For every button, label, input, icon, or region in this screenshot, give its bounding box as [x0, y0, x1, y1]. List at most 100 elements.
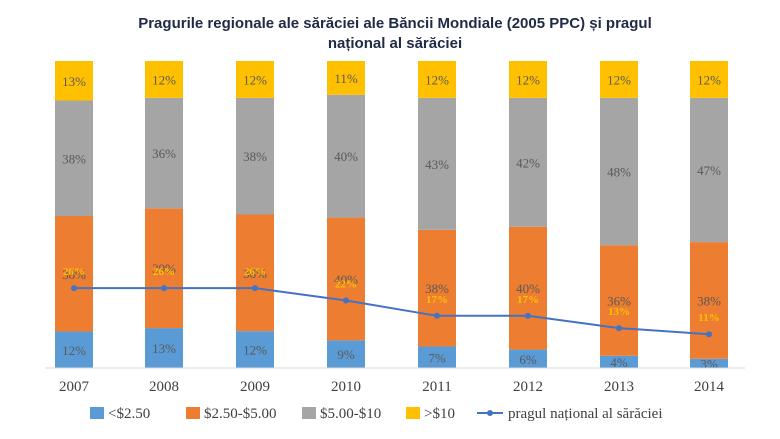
- bar-data-label: 43%: [425, 157, 449, 172]
- bar-segment: [600, 245, 638, 356]
- bar-segment: [509, 226, 547, 350]
- bar-data-label: 40%: [516, 281, 540, 296]
- bar-segment: [690, 242, 728, 359]
- bar-segment: [55, 216, 93, 332]
- legend-label: <$2.50: [108, 406, 150, 422]
- bar-data-label: 13%: [152, 341, 176, 356]
- bar-data-label: 12%: [243, 72, 267, 87]
- bar-segment: [55, 331, 93, 368]
- poverty-line-label: 26%: [153, 266, 175, 278]
- bar-segment: [509, 349, 547, 368]
- bar-data-label: 39%: [152, 261, 176, 276]
- poverty-line-point: [525, 312, 531, 319]
- bar-data-label: 11%: [334, 71, 358, 86]
- bar-data-label: 40%: [334, 149, 358, 164]
- legend-swatch: [406, 407, 420, 419]
- poverty-line-path: [74, 287, 710, 336]
- legend-label: $2.50-$5.00: [204, 406, 277, 422]
- bar-segment: [418, 97, 456, 230]
- bar-data-label: 12%: [607, 72, 631, 87]
- bar-data-label: 12%: [697, 72, 721, 87]
- bar-data-label: 38%: [62, 267, 86, 282]
- bar-data-label: 4%: [610, 355, 628, 370]
- poverty-line-point: [706, 331, 712, 338]
- bar-data-label: 12%: [425, 72, 449, 87]
- poverty-line-point: [616, 325, 622, 332]
- poverty-line-label: 13%: [608, 306, 630, 318]
- x-axis-ticks: 2007 2008 2009 2010 2011 2012 2013 2014: [59, 379, 725, 395]
- legend-swatch: [302, 407, 316, 419]
- x-tick-label: 2007: [59, 379, 90, 395]
- bar-data-label: 38%: [243, 149, 267, 164]
- bar-data-label: 38%: [62, 151, 86, 166]
- x-tick-label: 2008: [149, 379, 179, 395]
- legend: <$2.50 $2.50-$5.00 $5.00-$10 >$10 pragul naț…: [90, 406, 663, 422]
- x-tick-label: 2010: [331, 379, 361, 395]
- bar-segment: [418, 346, 456, 368]
- poverty-line-label: 11%: [698, 312, 719, 324]
- bar-segment: [145, 328, 183, 368]
- bar-data-label: 12%: [62, 343, 86, 358]
- chart-title-line-1: Pragurile regionale ale sărăciei ale Băn…: [138, 15, 652, 32]
- bar-segment: [327, 61, 365, 95]
- chart-title-line-2: național al sărăciei: [328, 35, 462, 52]
- bar-segment: [236, 214, 274, 332]
- bar-data-label: 9%: [337, 347, 355, 362]
- bar-segment: [55, 61, 93, 101]
- x-tick-label: 2014: [694, 379, 725, 395]
- bar-segment: [418, 61, 456, 98]
- poverty-line-label: 26%: [244, 266, 266, 278]
- bar-segment: [600, 61, 638, 98]
- bar-data-label: 13%: [62, 74, 86, 89]
- bar-segment: [145, 97, 183, 209]
- bar-segment: [327, 217, 365, 341]
- x-tick-label: 2013: [604, 379, 634, 395]
- bar-segment: [600, 97, 638, 246]
- national-poverty-line: 26% 26% 26% 22% 17% 17% 13% 11%: [63, 266, 720, 338]
- legend-swatch: [90, 407, 104, 419]
- bar-segment: [327, 340, 365, 368]
- poverty-line-label: 17%: [426, 294, 448, 306]
- bar-segment: [418, 229, 456, 347]
- poverty-line-label: 17%: [517, 294, 539, 306]
- bar-data-label: 38%: [243, 266, 267, 281]
- bar-data-label: 6%: [519, 352, 537, 367]
- bar-data-label: 48%: [607, 165, 631, 180]
- bar-segment: [690, 358, 728, 368]
- poverty-line-label: 22%: [335, 278, 357, 290]
- x-tick-label: 2009: [240, 379, 270, 395]
- bar-data-label: 36%: [607, 293, 631, 308]
- poverty-line-label: 26%: [63, 266, 85, 278]
- bar-segment: [509, 97, 547, 227]
- bar-segment: [236, 61, 274, 98]
- bar-segment: [690, 61, 728, 98]
- bar-segment: [145, 61, 183, 98]
- bar-segment: [145, 208, 183, 329]
- bar-data-label: 42%: [516, 155, 540, 170]
- bar-data-label: 12%: [243, 343, 267, 358]
- poverty-line-point: [434, 312, 440, 319]
- bar-data-label: 12%: [516, 72, 540, 87]
- bar-data-label: 40%: [334, 272, 358, 287]
- bar-segment: [509, 61, 547, 98]
- poverty-line-point: [161, 285, 167, 292]
- bar-data-label: 12%: [152, 72, 176, 87]
- bar-data-label: 36%: [152, 146, 176, 161]
- poverty-line-point: [343, 297, 349, 304]
- legend-line-marker: [487, 410, 493, 416]
- bar-data-label: 47%: [697, 163, 721, 178]
- legend-label: $5.00-$10: [320, 406, 381, 422]
- poverty-line-point: [71, 285, 77, 292]
- bar-segment: [236, 331, 274, 368]
- bar-data-label: 38%: [697, 293, 721, 308]
- bar-segment: [236, 97, 274, 215]
- legend-swatch: [186, 407, 200, 419]
- poverty-line-point: [252, 285, 258, 292]
- bar-segment: [690, 97, 728, 243]
- bar-segment: [600, 355, 638, 368]
- x-tick-label: 2012: [513, 379, 543, 395]
- bar-data-label: 7%: [428, 350, 446, 365]
- legend-label: >$10: [424, 406, 455, 422]
- bar-segment: [55, 100, 93, 217]
